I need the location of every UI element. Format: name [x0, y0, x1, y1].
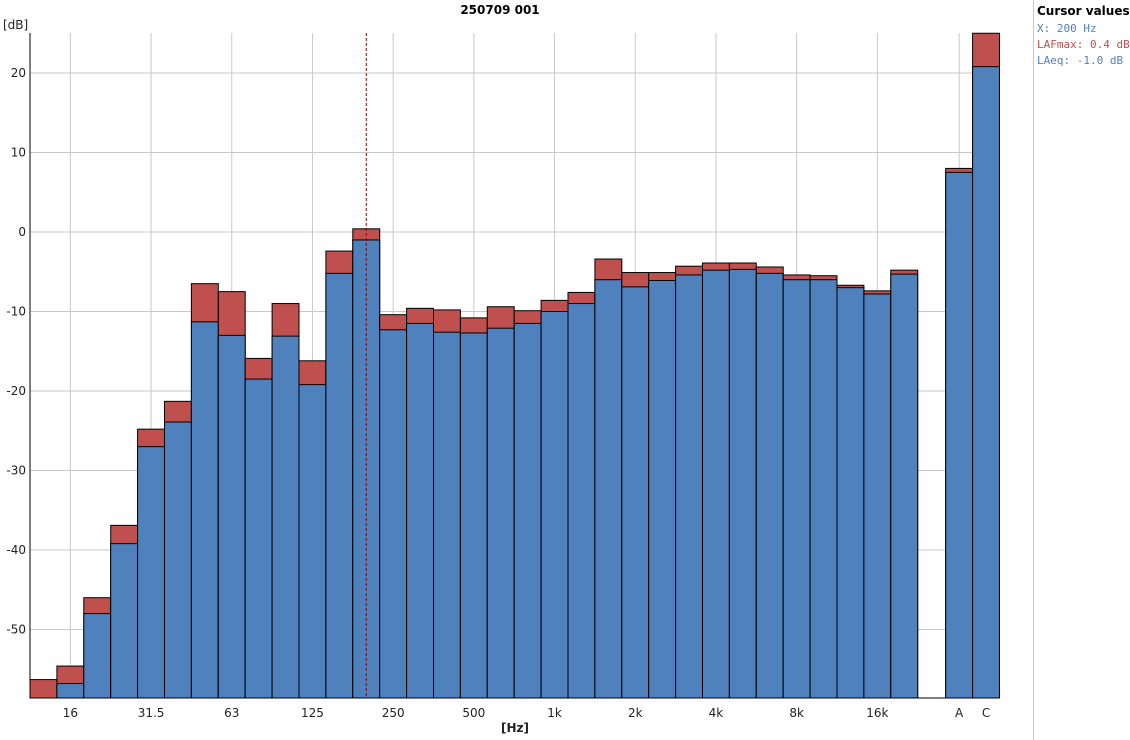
bar-laeq-C [972, 66, 1000, 699]
y-tick-label: 0 [18, 225, 26, 239]
x-tick-labels: 16 31.5 63 125 250 500 1k 2k 4k 8k 16k A C [63, 706, 991, 720]
cursor-values-panel: Cursor values X: 200 Hz LAFmax: 0.4 dB L… [1033, 0, 1130, 740]
bar-laeq-1k [540, 311, 569, 699]
bar-laeq-1.25k [567, 303, 596, 699]
cursor-values-title: Cursor values [1037, 4, 1130, 18]
bar-laeq-80 [244, 378, 273, 699]
bar-laeq-50 [190, 321, 219, 699]
bar-laeq-16k [863, 293, 892, 699]
x-tick-label: 16 [63, 706, 78, 720]
bar-laeq-250 [379, 329, 408, 699]
cursor-lafmax-value: LAFmax: 0.4 dB [1037, 38, 1130, 51]
bar-laeq-25 [110, 543, 139, 699]
x-tick-label: 63 [224, 706, 239, 720]
bar-laeq-16 [56, 683, 85, 699]
y-axis-unit: [dB] [3, 18, 28, 32]
x-tick-label: C [982, 706, 990, 720]
x-tick-label: 2k [628, 706, 643, 720]
bar-laeq-315 [406, 322, 435, 699]
y-tick-label: -40 [6, 543, 26, 557]
cursor-x-value: X: 200 Hz [1037, 22, 1097, 35]
x-tick-label: 4k [709, 706, 724, 720]
bar-laeq-6.3k [755, 272, 784, 699]
x-tick-label: 1k [547, 706, 562, 720]
bar-laeq-63 [217, 334, 246, 699]
y-tick-labels: 20 10 0 -10 -20 -30 -40 -50 [6, 66, 26, 637]
bars [29, 32, 1000, 699]
bar-laeq-160 [325, 272, 354, 699]
y-tick-label: 10 [11, 146, 26, 160]
chart-title: 250709 001 [460, 3, 539, 17]
bar-laeq-400 [433, 331, 461, 699]
x-tick-label: 16k [866, 706, 888, 720]
axes [29, 33, 1000, 699]
x-axis-unit: [Hz] [501, 721, 529, 735]
bar-lafmax-12.5 [29, 679, 58, 699]
cursor-laeq-value: LAeq: -1.0 dB [1037, 54, 1124, 67]
bar-laeq-800 [513, 322, 542, 699]
bar-laeq-40 [164, 421, 192, 699]
bar-laeq-3.15k [675, 274, 703, 699]
bar-laeq-2.5k [648, 279, 677, 699]
x-tick-label: 8k [789, 706, 804, 720]
bar-laeq-4k [702, 269, 730, 699]
x-tick-label: 250 [382, 706, 405, 720]
bar-laeq-20k [890, 273, 919, 699]
x-tick-label: 31.5 [138, 706, 165, 720]
y-tick-label: 20 [11, 66, 26, 80]
bar-laeq-12.5k [836, 287, 865, 699]
bar-laeq-125 [298, 384, 327, 699]
y-tick-label: -50 [6, 623, 26, 637]
y-tick-label: -30 [6, 464, 26, 478]
x-tick-label: 125 [301, 706, 324, 720]
spectrum-chart[interactable]: 250709 001 [dB] [Hz] 20 10 0 -10 -20 -30 -40 -5… [0, 0, 1030, 740]
bar-laeq-20 [83, 613, 112, 699]
y-tick-label: -10 [6, 305, 26, 319]
bar-laeq-100 [271, 335, 300, 699]
bar-laeq-2k [621, 286, 650, 699]
bar-laeq-10k [809, 279, 838, 699]
bar-laeq-5k [728, 268, 757, 699]
y-tick-label: -20 [6, 384, 26, 398]
bar-laeq-630 [486, 327, 515, 699]
bar-laeq-31.5 [137, 446, 166, 699]
bar-laeq-8k [782, 279, 811, 699]
bar-laeq-500 [459, 332, 488, 699]
bar-laeq-A [945, 171, 974, 699]
x-tick-label: 500 [462, 706, 485, 720]
x-tick-label: A [955, 706, 964, 720]
bar-laeq-1.6k [594, 279, 623, 699]
